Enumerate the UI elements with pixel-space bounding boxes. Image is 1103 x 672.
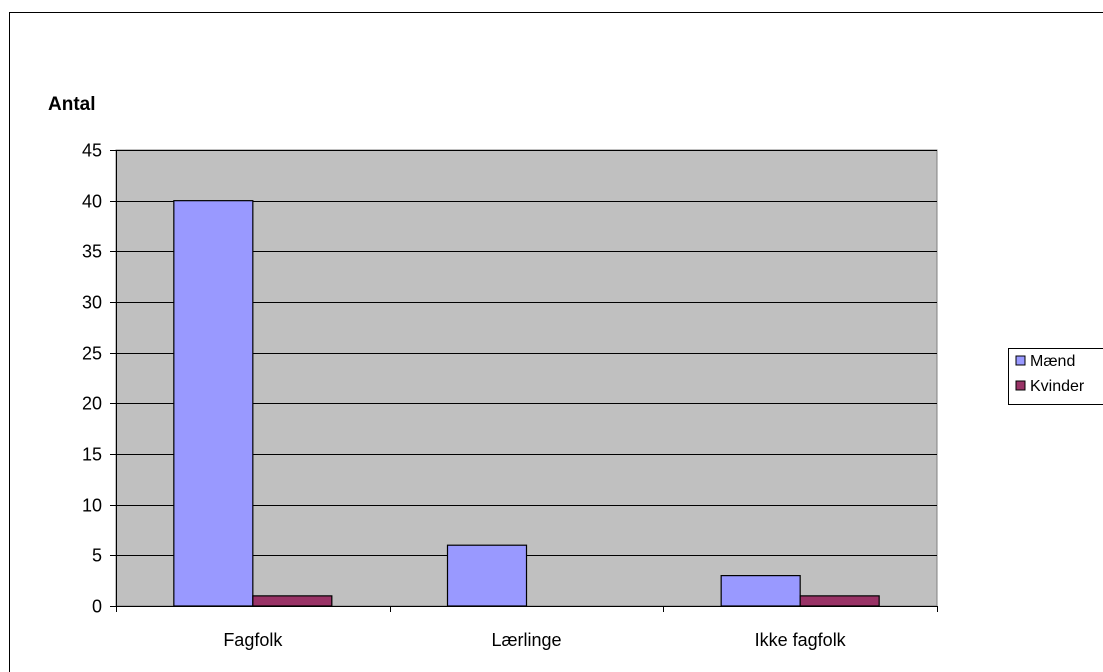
chart-frame: [9, 12, 1103, 672]
y-tick-labels: 0 5 10 15 20 25 30 35 40 45: [82, 141, 102, 617]
y-tick-label: 0: [92, 597, 102, 617]
legend: Mænd Kvinder: [1008, 348, 1103, 405]
bars: [173, 200, 880, 607]
x-category-label: Lærlinge: [491, 630, 561, 650]
axes: [110, 150, 938, 612]
legend-label: Mænd: [1030, 353, 1075, 370]
x-category-label: Fagfolk: [223, 630, 283, 650]
bar-kvinder-ikke-fagfolk: [799, 595, 880, 607]
y-tick-label: 10: [82, 496, 102, 516]
bar-kvinder-fagfolk: [252, 595, 333, 607]
bar-mænd-ikke-fagfolk: [720, 574, 801, 607]
bar-mænd-lærlinge: [446, 544, 528, 607]
y-tick-label: 35: [82, 242, 102, 262]
y-axis-label: Antal: [48, 94, 96, 115]
y-tick-label: 5: [92, 546, 102, 566]
legend-swatch: [1015, 355, 1026, 366]
x-category-labels: Fagfolk Lærlinge Ikke fagfolk: [223, 630, 846, 650]
y-tick-label: 40: [82, 192, 102, 212]
y-tick-label: 20: [82, 394, 102, 414]
y-tick-label: 25: [82, 344, 102, 364]
legend-swatch: [1015, 380, 1026, 391]
legend-label: Kvinder: [1030, 378, 1085, 395]
y-tick-label: 30: [82, 293, 102, 313]
x-category-label: Ikke fagfolk: [755, 630, 847, 650]
y-tick-label: 45: [82, 141, 102, 161]
y-tick-label: 15: [82, 445, 102, 465]
bar-mænd-fagfolk: [173, 200, 254, 607]
